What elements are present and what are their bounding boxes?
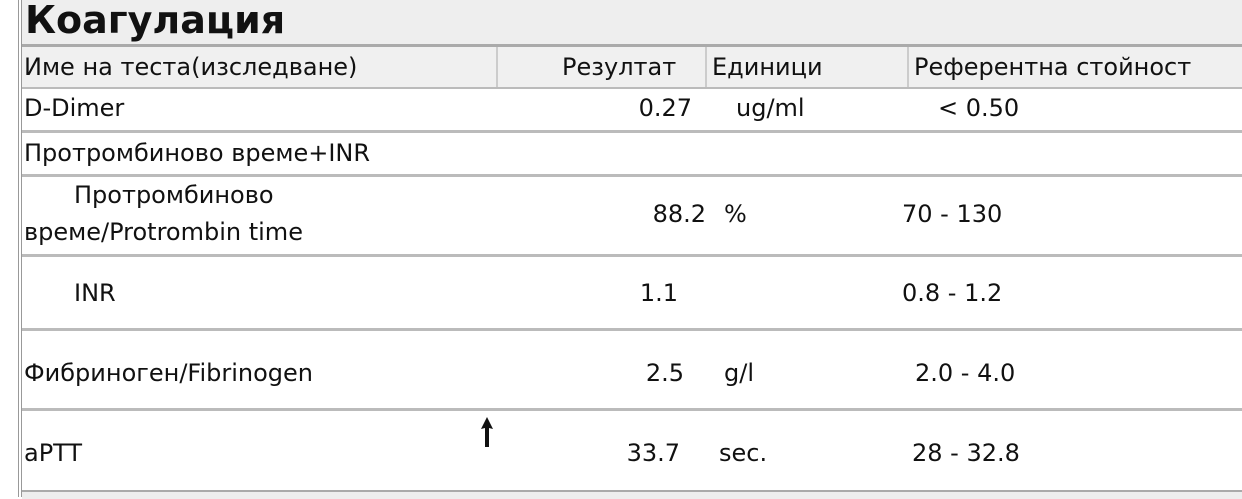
table-row: Фибриноген/Fibrinogen 2.5 g/l 2.0 - 4.0 (22, 331, 1242, 411)
table-row: D-Dimer 0.27 ug/ml < 0.50 (22, 89, 1242, 133)
column-divider (496, 47, 498, 87)
column-divider (705, 47, 707, 87)
test-name: INR (74, 279, 116, 307)
test-reference: 70 - 130 (902, 200, 1003, 228)
test-name-line2: време/Protrombin time (24, 218, 303, 246)
test-units: g/l (724, 359, 754, 387)
test-units: ug/ml (736, 94, 805, 122)
results-table: Коагулация Име на теста(изследване) Резу… (18, 0, 1242, 499)
table-row: Протромбиново време/Protrombin time 88.2… (22, 177, 1242, 257)
table-row: aPTT 33.7 sec. 28 - 32.8 (22, 411, 1242, 488)
test-result: 0.27 (638, 94, 692, 122)
test-reference: < 0.50 (938, 94, 1020, 122)
test-reference: 2.0 - 4.0 (915, 359, 1016, 387)
test-reference: 28 - 32.8 (912, 439, 1020, 467)
column-header-units: Единици (712, 53, 823, 81)
column-header-name: Име на теста(изследване) (24, 53, 358, 81)
test-result: 1.1 (639, 279, 678, 307)
table-row-group: Протромбиново време+INR (22, 133, 1242, 177)
table-footer (22, 490, 1242, 499)
test-units: sec. (719, 439, 768, 467)
test-reference: 0.8 - 1.2 (902, 279, 1003, 307)
test-result: 88.2 (652, 200, 706, 228)
table-row: INR 1.1 0.8 - 1.2 (22, 257, 1242, 331)
test-result: 2.5 (645, 359, 684, 387)
column-divider (907, 47, 909, 87)
arrow-up-icon (480, 417, 494, 455)
test-name: D-Dimer (24, 94, 125, 122)
test-result: 33.7 (626, 439, 680, 467)
test-name: Фибриноген/Fibrinogen (24, 359, 314, 387)
section-title: Коагулация (22, 0, 1242, 47)
test-group-name: Протромбиново време+INR (24, 139, 371, 167)
column-header-reference: Референтна стойност (914, 53, 1192, 81)
test-name: aPTT (24, 439, 83, 467)
test-units: % (724, 200, 747, 228)
table-header: Име на теста(изследване) Резултат Единиц… (22, 47, 1242, 89)
test-name-line1: Протромбиново (74, 181, 274, 209)
column-header-result: Резултат (562, 53, 677, 81)
